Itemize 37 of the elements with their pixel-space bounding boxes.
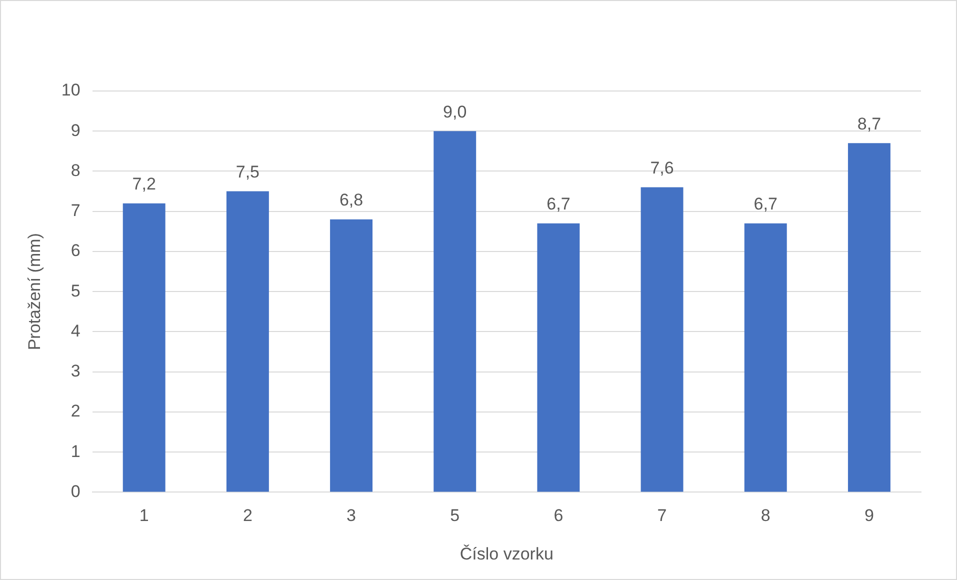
y-tick-label: 10 bbox=[61, 80, 80, 100]
y-tick-label: 1 bbox=[70, 442, 80, 461]
y-tick-label: 2 bbox=[70, 402, 80, 421]
bar bbox=[744, 223, 787, 492]
x-tick-label: 2 bbox=[242, 506, 252, 526]
y-tick-label: 5 bbox=[70, 281, 80, 300]
bar bbox=[122, 203, 166, 492]
data-label: 8,7 bbox=[857, 114, 882, 134]
data-label: 7,6 bbox=[650, 158, 674, 178]
x-tick-label: 3 bbox=[346, 506, 356, 526]
data-label: 9,0 bbox=[443, 102, 467, 122]
bar bbox=[330, 219, 373, 492]
data-label: 6,7 bbox=[546, 194, 570, 214]
x-tick-label: 7 bbox=[657, 506, 667, 526]
y-tick-label: 9 bbox=[70, 120, 80, 140]
data-label: 7,5 bbox=[236, 162, 260, 182]
x-tick-label: 6 bbox=[554, 506, 564, 526]
bar bbox=[537, 223, 580, 492]
y-axis-title: Protažení (mm) bbox=[24, 233, 44, 350]
bar bbox=[434, 131, 476, 492]
x-tick-label: 8 bbox=[760, 506, 770, 526]
bar bbox=[226, 191, 269, 492]
bar bbox=[848, 143, 890, 492]
bar bbox=[640, 187, 684, 492]
y-tick-label: 8 bbox=[70, 160, 80, 180]
y-tick-label: 0 bbox=[70, 482, 80, 501]
y-tick-label: 4 bbox=[70, 321, 80, 340]
data-label: 6,7 bbox=[754, 194, 778, 214]
y-tick-label: 6 bbox=[70, 241, 80, 260]
x-tick-label: 5 bbox=[450, 506, 460, 526]
y-tick-label: 3 bbox=[70, 362, 80, 381]
x-tick-label: 9 bbox=[864, 506, 874, 526]
x-axis-title: Číslo vzorku bbox=[460, 544, 554, 564]
x-tick-label: 1 bbox=[139, 506, 149, 526]
data-label: 7,2 bbox=[132, 174, 156, 194]
y-tick-label: 7 bbox=[70, 201, 80, 220]
data-label: 6,8 bbox=[339, 190, 364, 210]
